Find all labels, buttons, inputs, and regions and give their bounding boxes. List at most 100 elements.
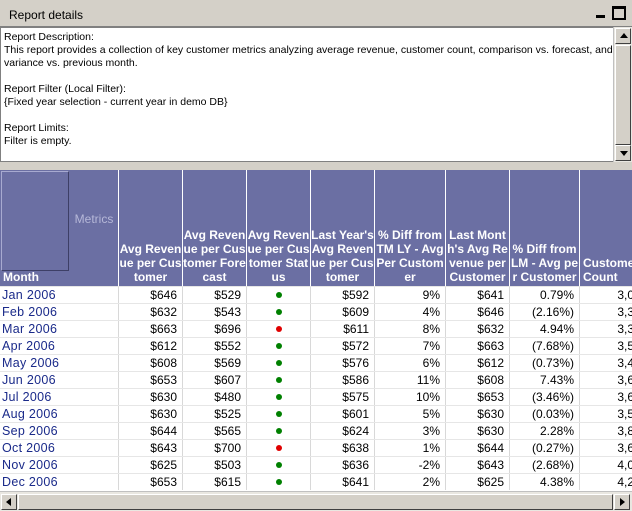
customer-count-cell: 4,0 — [580, 457, 632, 473]
diff-ly-cell: 2% — [375, 474, 446, 490]
month-cell[interactable]: Sep 2006 — [0, 423, 119, 439]
avg-revenue-cell: $625 — [119, 457, 183, 473]
last-year-cell: $624 — [311, 423, 375, 439]
last-month-cell: $632 — [446, 321, 510, 337]
grid-horizontal-scrollbar[interactable] — [0, 491, 632, 511]
col-header-avg-revenue[interactable]: Avg Revenue per Customer — [119, 170, 183, 286]
month-cell[interactable]: Mar 2006 — [0, 321, 119, 337]
arrow-up-icon — [620, 33, 628, 38]
scroll-down-button[interactable] — [615, 145, 631, 161]
grid-header-row: Month Metrics Avg Revenue per Customer A… — [0, 170, 632, 286]
month-cell[interactable]: Jun 2006 — [0, 372, 119, 388]
month-cell[interactable]: Apr 2006 — [0, 338, 119, 354]
status-cell — [247, 287, 311, 303]
scroll-right-button[interactable] — [614, 494, 630, 510]
month-cell[interactable]: Jan 2006 — [0, 287, 119, 303]
arrow-down-icon — [620, 151, 628, 156]
diff-ly-cell: 6% — [375, 355, 446, 371]
avg-revenue-cell: $608 — [119, 355, 183, 371]
diff-lm-cell: 0.79% — [510, 287, 580, 303]
avg-revenue-cell: $612 — [119, 338, 183, 354]
avg-revenue-cell: $644 — [119, 423, 183, 439]
month-cell[interactable]: Oct 2006 — [0, 440, 119, 456]
col-header-last-year[interactable]: Last Year's Avg Revenue per Customer — [311, 170, 375, 286]
diff-ly-cell: 8% — [375, 321, 446, 337]
row-header-month[interactable]: Month — [3, 270, 39, 284]
status-indicator-icon — [275, 427, 282, 434]
month-cell[interactable]: Dec 2006 — [0, 474, 119, 490]
last-month-cell: $630 — [446, 423, 510, 439]
diff-lm-cell: 4.38% — [510, 474, 580, 490]
customer-count-cell: 3,0 — [580, 287, 632, 303]
month-cell[interactable]: Jul 2006 — [0, 389, 119, 405]
status-indicator-icon — [275, 359, 282, 366]
diff-lm-cell: (7.68%) — [510, 338, 580, 354]
vertical-scroll-thumb[interactable] — [615, 45, 631, 145]
diff-lm-cell: (2.16%) — [510, 304, 580, 320]
scroll-left-button[interactable] — [1, 494, 17, 510]
forecast-cell: $543 — [183, 304, 247, 320]
status-indicator-icon — [275, 393, 282, 400]
avg-revenue-cell: $630 — [119, 389, 183, 405]
horizontal-scroll-thumb[interactable] — [18, 494, 613, 510]
forecast-cell: $607 — [183, 372, 247, 388]
diff-lm-cell: (0.03%) — [510, 406, 580, 422]
status-indicator-icon — [275, 376, 282, 383]
customer-count-cell: 3,3 — [580, 304, 632, 320]
month-cell[interactable]: Nov 2006 — [0, 457, 119, 473]
filter-text: {Fixed year selection - current year in … — [4, 96, 228, 108]
last-month-cell: $644 — [446, 440, 510, 456]
panel-splitter[interactable] — [0, 162, 632, 170]
scroll-up-button[interactable] — [615, 28, 631, 44]
minimize-icon[interactable] — [594, 6, 608, 20]
grid-corner: Month — [0, 170, 70, 286]
last-year-cell: $641 — [311, 474, 375, 490]
last-month-cell: $625 — [446, 474, 510, 490]
avg-revenue-cell: $653 — [119, 474, 183, 490]
col-header-forecast[interactable]: Avg Revenue per Customer Forecast — [183, 170, 247, 286]
last-year-cell: $638 — [311, 440, 375, 456]
col-header-customer-count[interactable]: Customer Count — [580, 170, 632, 286]
last-year-cell: $575 — [311, 389, 375, 405]
customer-count-cell: 3,5 — [580, 406, 632, 422]
report-details-text-area[interactable]: Report Description: This report provides… — [0, 27, 632, 162]
diff-lm-cell: (0.27%) — [510, 440, 580, 456]
avg-revenue-cell: $646 — [119, 287, 183, 303]
month-cell[interactable]: May 2006 — [0, 355, 119, 371]
last-year-cell: $572 — [311, 338, 375, 354]
details-vertical-scrollbar[interactable] — [613, 27, 632, 162]
col-header-diff-ly[interactable]: % Diff from TM LY - Avg Per Customer — [375, 170, 446, 286]
arrow-right-icon — [620, 498, 625, 506]
forecast-cell: $552 — [183, 338, 247, 354]
diff-ly-cell: 9% — [375, 287, 446, 303]
corner-frame — [1, 171, 69, 271]
customer-count-cell: 3,6 — [580, 389, 632, 405]
customer-count-cell: 3,4 — [580, 355, 632, 371]
maximize-icon[interactable] — [612, 6, 626, 20]
col-header-last-month[interactable]: Last Month's Avg Revenue per Customer — [446, 170, 510, 286]
metrics-header[interactable]: Metrics — [70, 170, 119, 286]
report-details-titlebar: Report details — [0, 0, 632, 27]
forecast-cell: $529 — [183, 287, 247, 303]
month-cell[interactable]: Feb 2006 — [0, 304, 119, 320]
month-cell[interactable]: Aug 2006 — [0, 406, 119, 422]
status-cell — [247, 474, 311, 490]
last-year-cell: $636 — [311, 457, 375, 473]
status-cell — [247, 355, 311, 371]
col-header-status[interactable]: Avg Revenue per Customer Status — [247, 170, 311, 286]
avg-revenue-cell: $663 — [119, 321, 183, 337]
col-header-diff-lm[interactable]: % Diff from LM - Avg per Customer — [510, 170, 580, 286]
avg-revenue-cell: $632 — [119, 304, 183, 320]
avg-revenue-cell: $643 — [119, 440, 183, 456]
last-year-cell: $576 — [311, 355, 375, 371]
